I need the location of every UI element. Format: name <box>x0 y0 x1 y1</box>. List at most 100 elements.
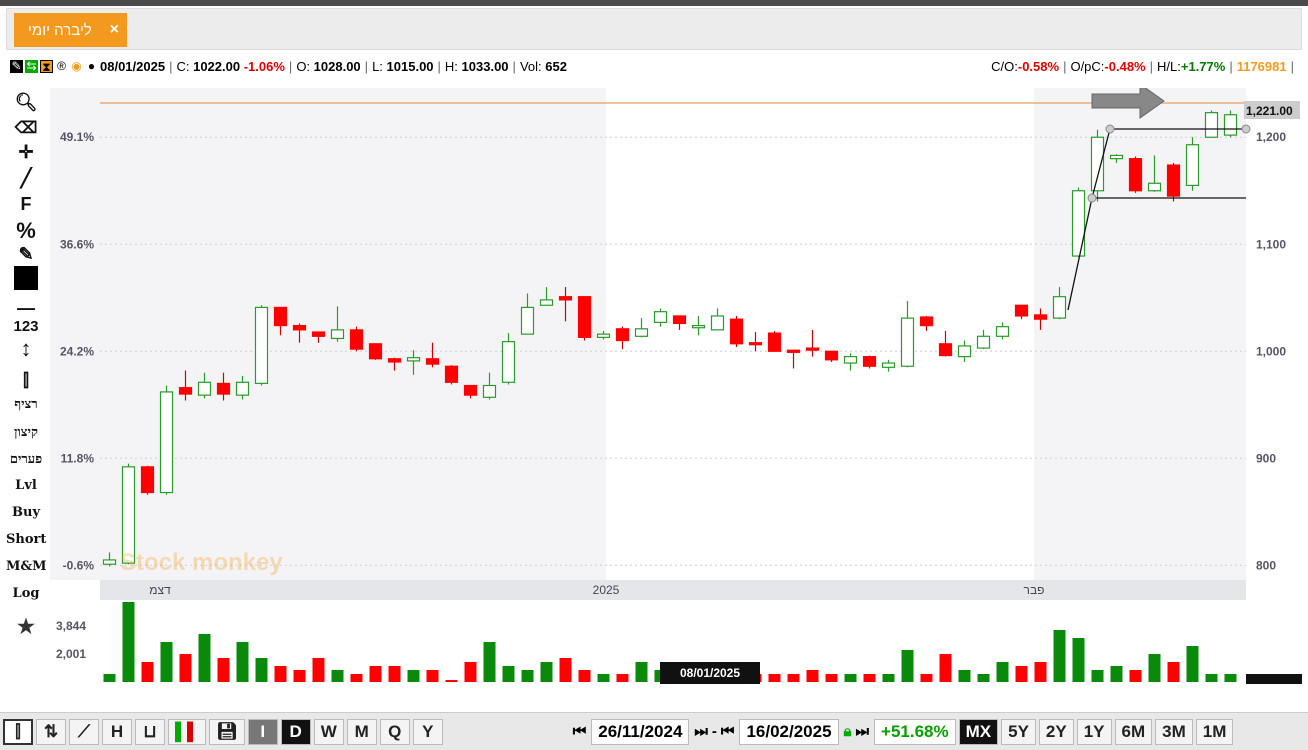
line-style-icon[interactable]: — <box>17 298 35 318</box>
candle-body <box>1223 114 1238 136</box>
volume-bar <box>806 670 819 682</box>
range-max[interactable]: MX <box>958 718 999 745</box>
start-next-icon[interactable]: ⏭ <box>694 723 708 740</box>
candle <box>995 322 1010 340</box>
candle-body <box>539 299 554 306</box>
candle-body <box>786 349 801 353</box>
range-5y[interactable]: 5Y <box>1001 718 1036 745</box>
crosshair-icon[interactable]: ✛ <box>18 142 34 162</box>
search-icon[interactable]: 🔍︎ <box>14 92 38 112</box>
candle-body <box>121 466 136 564</box>
interval-weekly[interactable]: W <box>313 718 344 745</box>
tools-icon[interactable]: ✎ <box>10 58 23 73</box>
drawing-toolbar: 🔍︎ ⌫ ✛ ╱ F % ✎ — 123 ↕ ⫿ רציף קיצון פערי… <box>6 88 50 684</box>
hl-value: +1.77% <box>1180 58 1226 74</box>
hlc-type-icon[interactable]: H <box>102 718 132 745</box>
buy-toggle[interactable]: Buy <box>12 505 40 520</box>
measure-icon[interactable]: ↕ <box>20 336 32 361</box>
candle-body <box>444 365 459 383</box>
interval-daily[interactable]: D <box>280 718 311 745</box>
time-label: דצמ <box>149 583 171 597</box>
interval-monthly[interactable]: M <box>346 718 377 745</box>
log-toggle[interactable]: Log <box>12 586 40 601</box>
registered-icon[interactable]: ® <box>57 58 66 73</box>
line-type-icon[interactable]: ⟋ <box>69 718 99 745</box>
short-toggle[interactable]: Short <box>6 532 47 547</box>
chart-tab[interactable]: ליברה יומי × <box>14 13 127 47</box>
interval-quarterly[interactable]: Q <box>379 718 410 745</box>
candle-body <box>881 362 896 368</box>
candle <box>197 372 212 399</box>
volume-bar <box>312 658 325 682</box>
volume-bar <box>350 674 363 682</box>
candle <box>1090 129 1105 202</box>
start-date[interactable]: 26/11/2024 <box>591 718 690 745</box>
cursor-date: 08/01/2025 <box>680 666 740 680</box>
grid <box>100 136 1246 566</box>
price-chart[interactable]: 49.1% 36.6% 24.2% 11.8% -0.6% 1,200 1,100 1,00… <box>50 83 1302 684</box>
start-prev-icon[interactable]: ⏮ <box>572 723 587 740</box>
tab-close-icon[interactable]: × <box>109 21 119 38</box>
end-date[interactable]: 16/02/2025 <box>739 718 839 745</box>
mm-toggle[interactable]: M&M <box>6 559 47 574</box>
candle <box>615 326 630 350</box>
candle-body <box>1052 296 1067 319</box>
candle <box>976 329 991 350</box>
star-icon[interactable]: ★ <box>17 616 35 638</box>
volume-bar <box>863 674 876 682</box>
volume-bar <box>331 670 344 682</box>
extremes-toggle[interactable]: קיצון <box>14 425 38 440</box>
share-icon[interactable]: ⇆ <box>25 58 38 73</box>
edit-icon[interactable]: ✎ <box>18 244 34 264</box>
candle <box>368 343 383 360</box>
end-prev-icon[interactable]: ⏮ <box>720 723 735 740</box>
range-6m[interactable]: 6M <box>1114 718 1153 745</box>
co-label: C/O: <box>991 58 1018 74</box>
hourglass-icon[interactable]: ⧗ <box>40 59 53 73</box>
percent-tool[interactable]: % <box>16 218 36 243</box>
lvl-toggle[interactable]: Lvl <box>15 478 37 493</box>
candle <box>710 308 725 331</box>
candles-icon[interactable]: ⫿ <box>23 370 29 390</box>
volume-bar <box>274 666 287 682</box>
candlestick-type-icon[interactable]: ⫿ <box>3 718 33 745</box>
range-3m[interactable]: 3M <box>1155 718 1193 745</box>
volume-tag-box <box>1246 674 1302 684</box>
range-1y[interactable]: 1Y <box>1076 718 1112 745</box>
ohlc-info-bar: ✎ ⇆ ⧗ ® ◉ ● 08/01/2025 | C: 1022.00 -1.0… <box>6 52 1302 80</box>
gaps-toggle[interactable]: פערים <box>9 452 43 467</box>
counter-tool[interactable]: 123 <box>13 318 39 335</box>
price-label: 800 <box>1256 558 1276 572</box>
end-next-icon[interactable]: ⏭ <box>855 723 870 740</box>
interval-yearly[interactable]: Y <box>412 718 443 745</box>
ohlc-type-icon[interactable]: ⇅ <box>36 718 66 745</box>
candle <box>691 315 706 336</box>
lock-icon[interactable]: 🔒︎ <box>843 723 852 740</box>
bar-type-icon[interactable]: ⊔ <box>135 718 165 745</box>
color-bars-icon[interactable]: ▌ ▌ <box>168 718 207 745</box>
fib-tool[interactable]: F <box>20 194 32 214</box>
candle-body <box>1166 164 1181 197</box>
interval-intraday[interactable]: I <box>247 718 278 745</box>
trend-drawing[interactable] <box>1067 83 1251 311</box>
candle-body <box>1014 304 1029 317</box>
candle-body <box>862 356 877 367</box>
range-2y[interactable]: 2Y <box>1038 718 1074 745</box>
trendline-icon[interactable]: ╱ <box>20 168 32 188</box>
candle-body <box>178 387 193 395</box>
continuous-toggle[interactable]: רציף <box>14 397 38 412</box>
percent-axis: 49.1% 36.6% 24.2% 11.8% -0.6% <box>60 130 94 572</box>
target-icon[interactable]: ◉ <box>71 58 82 73</box>
range-gain: +51.68% <box>874 718 956 745</box>
candle <box>1166 162 1181 202</box>
eraser-icon[interactable]: ⌫ <box>14 120 38 137</box>
volume-bar <box>198 634 211 682</box>
range-1m[interactable]: 1M <box>1195 718 1234 745</box>
save-icon[interactable]: 💾︎ <box>209 718 245 745</box>
chart-area[interactable]: 49.1% 36.6% 24.2% 11.8% -0.6% 1,200 1,100 1,00… <box>50 83 1302 684</box>
volume-bar <box>882 674 895 682</box>
volume-bar <box>787 674 800 682</box>
color-picker[interactable] <box>6 266 46 295</box>
comment-icon[interactable]: ● <box>87 58 96 73</box>
volume-bar <box>825 674 838 682</box>
